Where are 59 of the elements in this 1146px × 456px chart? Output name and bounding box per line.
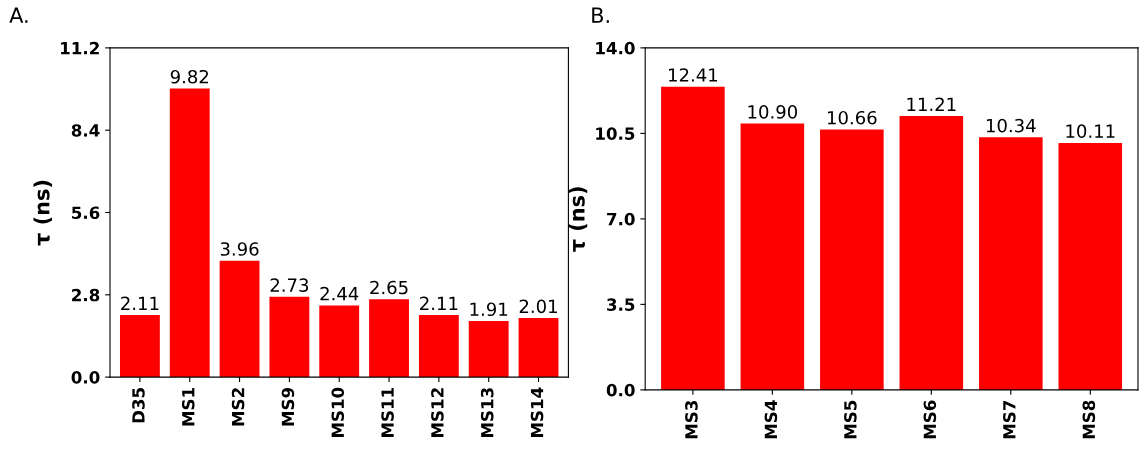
data-label: 2.44 xyxy=(320,286,359,301)
bar xyxy=(740,123,805,390)
bar xyxy=(518,318,559,378)
data-label: 12.41 xyxy=(669,68,718,82)
x-tick-label: MS4 xyxy=(764,400,778,439)
bar xyxy=(369,299,409,378)
x-tick-label: MS1 xyxy=(181,387,195,426)
y-axis-title: τ (ns) xyxy=(568,187,588,252)
y-tick-label: 2.8 xyxy=(72,288,100,302)
chart-title: B. xyxy=(592,7,609,23)
y-tick-label: 5.6 xyxy=(72,206,100,220)
y-tick-label: 14.0 xyxy=(596,41,635,55)
bar xyxy=(468,320,509,378)
bar xyxy=(219,260,260,378)
x-tick-label: MS11 xyxy=(381,387,394,438)
y-axis-title: τ (ns) xyxy=(33,180,53,246)
y-tick-label: 3.5 xyxy=(607,298,635,311)
data-label: 11.21 xyxy=(907,97,956,111)
y-tick-label: 8.4 xyxy=(71,124,100,137)
bar xyxy=(899,116,964,390)
data-label: 2.73 xyxy=(270,278,309,292)
y-tick-label: 11.2 xyxy=(61,41,99,55)
x-tick-label: MS5 xyxy=(844,400,857,439)
data-label: 10.34 xyxy=(986,118,1036,133)
x-tick-label: MS2 xyxy=(231,388,245,426)
data-label: 2.65 xyxy=(370,280,408,295)
x-tick-label: MS13 xyxy=(480,388,494,438)
data-label: 10.66 xyxy=(827,110,877,125)
y-tick-label: 0.0 xyxy=(606,383,635,397)
x-tick-label: MS6 xyxy=(923,400,937,439)
bar xyxy=(119,315,160,378)
data-label: 2.11 xyxy=(121,296,159,310)
data-label: 2.01 xyxy=(519,299,557,314)
bar xyxy=(319,305,360,378)
x-tick-label: MS7 xyxy=(1003,400,1016,439)
chart-title: A. xyxy=(9,7,28,23)
bar xyxy=(979,137,1043,390)
bar xyxy=(169,88,210,378)
data-label: 9.82 xyxy=(170,69,209,84)
x-tick-label: MS3 xyxy=(685,400,698,439)
x-tick-label: MS14 xyxy=(530,387,544,438)
x-tick-label: MS12 xyxy=(431,388,444,438)
bar xyxy=(418,315,459,378)
bar xyxy=(269,296,310,378)
x-tick-label: MS10 xyxy=(331,387,345,438)
bar xyxy=(820,129,884,390)
x-tick-label: D35 xyxy=(132,388,145,423)
data-label: 10.90 xyxy=(748,105,798,119)
y-tick-label: 10.5 xyxy=(596,127,635,140)
x-tick-label: MS8 xyxy=(1082,400,1096,439)
y-tick-label: 7.0 xyxy=(607,212,635,226)
bar xyxy=(661,86,725,390)
data-label: 3.96 xyxy=(220,242,259,256)
y-tick-label: 0.0 xyxy=(71,371,100,384)
data-label: 10.11 xyxy=(1066,124,1115,139)
data-label: 2.11 xyxy=(420,296,458,310)
data-label: 1.91 xyxy=(470,302,508,317)
bar xyxy=(1058,142,1123,390)
x-tick-label: MS9 xyxy=(281,387,295,426)
